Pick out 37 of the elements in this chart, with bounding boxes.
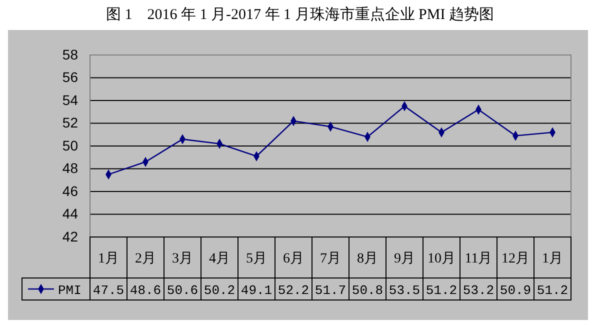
data-label: 50.9 <box>500 283 532 298</box>
data-label: 50.6 <box>166 283 198 298</box>
x-tick-label: 3月 <box>172 252 193 266</box>
y-tick-label: 44 <box>62 206 78 222</box>
x-tick-label: 2月 <box>135 252 156 266</box>
x-tick-label: 9月 <box>394 252 415 266</box>
data-label: 53.2 <box>462 283 494 298</box>
y-tick-label: 42 <box>62 228 78 244</box>
legend-label: PMI <box>58 283 82 298</box>
data-label: 50.2 <box>204 283 236 298</box>
x-tick-label: 4月 <box>209 252 230 266</box>
y-tick-label: 48 <box>62 160 78 176</box>
x-tick-label: 12月 <box>502 252 530 266</box>
data-label: 47.5 <box>92 283 124 298</box>
data-label: 52.2 <box>278 283 310 298</box>
x-tick-label: 6月 <box>283 252 304 266</box>
data-label: 51.2 <box>536 283 568 298</box>
y-tick-label: 54 <box>62 92 78 108</box>
x-tick-label: 11月 <box>464 252 492 266</box>
data-label: 50.8 <box>352 283 384 298</box>
data-label: 51.7 <box>314 283 346 298</box>
y-tick-label: 50 <box>62 137 78 154</box>
x-tick-label: 7月 <box>320 252 341 266</box>
x-tick-label: 1月 <box>542 252 563 266</box>
data-label: 48.6 <box>130 283 162 298</box>
y-tick-label: 56 <box>62 69 78 86</box>
x-tick-label: 10月 <box>428 252 456 266</box>
y-tick-label: 52 <box>62 114 78 131</box>
x-tick-label: 8月 <box>357 252 378 266</box>
y-tick-label: 46 <box>62 182 78 199</box>
data-label: 49.1 <box>240 283 272 298</box>
y-tick-label: 58 <box>62 46 78 62</box>
data-label: 53.5 <box>388 283 420 298</box>
x-tick-label: 5月 <box>246 252 267 266</box>
data-label: 51.2 <box>426 283 458 298</box>
x-tick-label: 1月 <box>98 252 119 266</box>
chart-title: 图 1 2016 年 1 月-2017 年 1 月珠海市重点企业 PMI 趋势图 <box>106 6 494 23</box>
